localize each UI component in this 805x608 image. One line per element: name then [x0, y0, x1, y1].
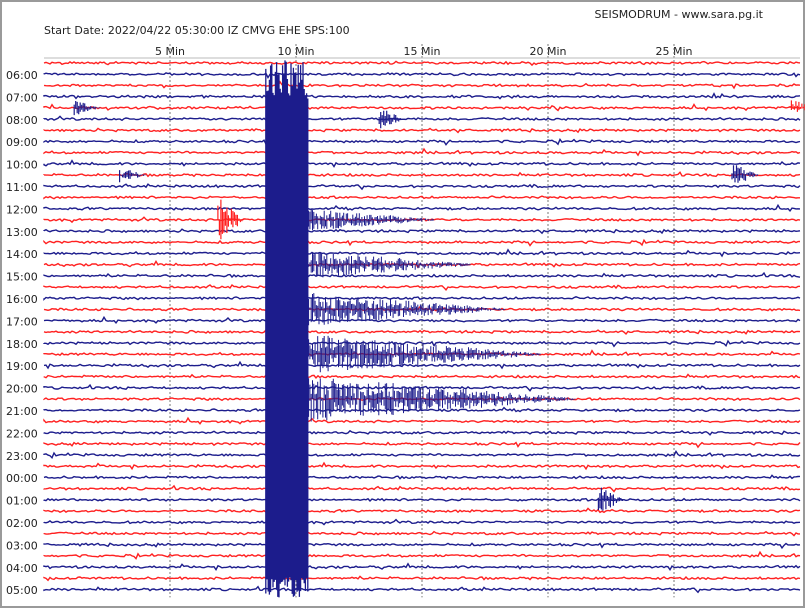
seismic-trace [43, 484, 801, 493]
hour-label: 17:00 [6, 315, 38, 328]
x-tick-label: 25 Min [655, 45, 692, 58]
x-tick-label: 5 Min [155, 45, 185, 58]
seismic-trace [43, 92, 801, 100]
x-tick-labels: 5 Min 10 Min 15 Min 20 Min 25 Min [155, 45, 693, 58]
seismic-trace [43, 449, 801, 460]
seismic-trace [43, 441, 801, 449]
local-event [378, 110, 406, 129]
seismic-trace [43, 383, 801, 392]
hour-label: 21:00 [6, 405, 38, 418]
seismic-trace [43, 103, 801, 112]
hour-labels: 06:00 07:00 08:00 09:00 10:00 11:00 12:00 13:00… [6, 69, 38, 597]
seismic-trace [43, 195, 800, 200]
seismic-trace [43, 115, 801, 122]
seismic-trace [43, 349, 801, 357]
x-tick-label: 10 Min [277, 45, 314, 58]
seismic-trace [43, 585, 801, 594]
seismic-trace [43, 127, 801, 134]
seismic-trace [43, 530, 800, 537]
seismic-trace [43, 339, 801, 348]
hour-label: 14:00 [6, 248, 38, 261]
hour-label: 04:00 [6, 562, 38, 575]
local-event [731, 165, 759, 183]
x-tick-label: 20 Min [529, 45, 566, 58]
seismic-trace [43, 283, 801, 292]
seismic-trace [43, 474, 801, 480]
hour-label: 09:00 [6, 136, 38, 149]
local-event [597, 487, 625, 511]
earthquake-burst [73, 60, 805, 598]
seismic-trace [43, 429, 801, 436]
x-tick-label: 15 Min [403, 45, 440, 58]
seismic-trace [43, 360, 801, 370]
start-date-label: Start Date: 2022/04/22 05:30:00 IZ CMVG … [44, 24, 350, 37]
seismic-trace [43, 296, 801, 301]
local-event [119, 170, 146, 183]
seismic-trace [43, 461, 801, 471]
seismic-trace [43, 315, 801, 325]
hour-label: 19:00 [6, 360, 38, 373]
hour-label: 12:00 [6, 203, 38, 216]
hour-label: 01:00 [6, 495, 38, 508]
seismic-trace [43, 497, 801, 503]
seismic-trace [43, 248, 801, 258]
seismic-trace [43, 137, 801, 146]
hour-label: 18:00 [6, 338, 38, 351]
hour-label: 08:00 [6, 114, 38, 127]
seismic-trace [43, 238, 801, 247]
seismic-trace [43, 550, 801, 560]
earthquake-coda [308, 209, 576, 422]
hour-label: 05:00 [6, 584, 38, 597]
seismic-trace [43, 329, 801, 336]
seismic-trace [43, 60, 801, 67]
seismic-trace [43, 159, 801, 168]
hour-label: 11:00 [6, 181, 38, 194]
seismic-trace [43, 171, 801, 178]
seismic-trace [43, 216, 801, 224]
seismic-trace [43, 183, 801, 191]
seismic-trace [43, 80, 801, 90]
hour-label: 22:00 [6, 427, 38, 440]
hour-label: 20:00 [6, 383, 38, 396]
seismic-trace [43, 72, 801, 80]
seismic-trace [43, 416, 801, 425]
seismic-trace [43, 271, 801, 279]
earthquake-main-signal [265, 60, 309, 598]
seismic-trace [43, 575, 801, 582]
hour-label: 06:00 [6, 69, 38, 82]
hour-label: 02:00 [6, 517, 38, 530]
seismic-trace [43, 373, 801, 379]
local-event [73, 101, 101, 116]
seismic-trace [43, 203, 801, 213]
hour-label: 07:00 [6, 91, 38, 104]
seismic-trace [43, 507, 801, 514]
hour-label: 00:00 [6, 472, 38, 485]
hour-label: 03:00 [6, 539, 38, 552]
seismic-trace [43, 396, 801, 402]
seismic-trace [43, 542, 801, 550]
hour-label: 23:00 [6, 450, 38, 463]
seismic-traces [43, 60, 801, 594]
seismic-trace [43, 562, 801, 572]
hour-label: 15:00 [6, 271, 38, 284]
hour-label: 10:00 [6, 159, 38, 172]
seismic-trace [43, 228, 801, 235]
site-title: SEISMODRUM - www.sara.pg.it [595, 8, 764, 21]
seismic-trace [43, 406, 801, 413]
hour-label: 13:00 [6, 226, 38, 239]
seismic-trace [43, 517, 801, 526]
seismic-trace [43, 147, 801, 157]
local-event [217, 199, 244, 240]
hour-label: 16:00 [6, 293, 38, 306]
